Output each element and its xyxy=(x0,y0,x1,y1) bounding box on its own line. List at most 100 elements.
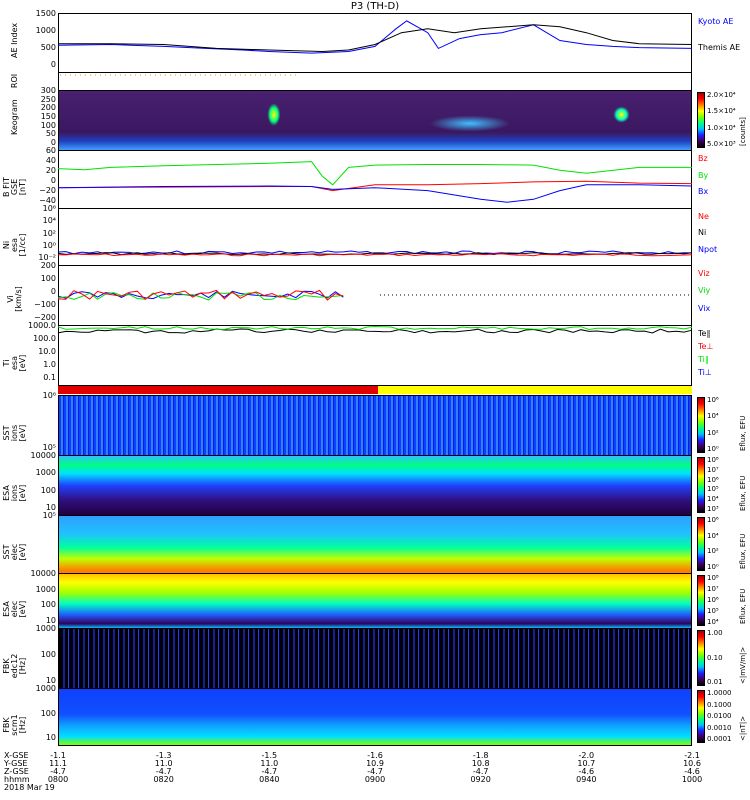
y-tick-label: 10000 xyxy=(30,569,56,578)
x-tick-1000: -2.1 10.6 -4.6 1000 xyxy=(677,752,707,784)
legend-bx: Bx xyxy=(698,187,709,197)
y-tick-label: 10 xyxy=(45,615,56,625)
x-tick-x: -1.5 xyxy=(261,751,278,760)
x-tick-y: 10.7 xyxy=(577,759,596,768)
legend-kyoto-ae: Kyoto AE xyxy=(698,17,734,26)
colorbar-tick-label: 10⁴ xyxy=(707,531,719,540)
sst_i-colorbar-ticks: 10⁶ 10⁴ 10² 10⁰ xyxy=(707,397,719,453)
legend-npot: Npot xyxy=(698,244,718,254)
y-tick-label: 0 xyxy=(50,137,56,147)
y-tick-label: 0 xyxy=(50,176,56,185)
colorbar-tick-label: 5.0×10³ xyxy=(707,139,736,148)
date-label: 2018 Mar 19 xyxy=(4,783,55,792)
plot-title: P3 (TH-D) xyxy=(350,1,400,12)
colorbar-tick-label: 10⁸ xyxy=(707,456,719,464)
colorbar-tick-label: 10³ xyxy=(707,504,719,513)
z-gse-label: Z-GSE xyxy=(4,767,29,776)
y-tick-label: 10⁶ xyxy=(42,204,56,213)
x-tick-y: 10.8 xyxy=(471,759,490,768)
y-tick-label: 100 xyxy=(40,600,56,610)
legend-by: By xyxy=(698,170,709,180)
legend-themis-ae: Themis AE xyxy=(698,42,741,52)
fbk2-colorbar xyxy=(697,690,705,743)
colorbar-tick-label: 10⁷ xyxy=(707,465,719,474)
y-tick-label: 1000 xyxy=(35,624,56,633)
sst_e-colorbar xyxy=(697,517,705,571)
x-tick-y: 10.6 xyxy=(683,759,701,768)
y-tick-label: 20 xyxy=(45,166,56,175)
y-tick-label: 100.0 xyxy=(33,334,56,343)
ae-series-kyoto-ae xyxy=(57,20,693,54)
sst_e-colorbar-ticks: 10⁶ 10⁴ 10² 10⁰ xyxy=(707,517,719,571)
x-tick-x: -2.0 xyxy=(578,751,595,760)
x-tick-0820: -1.3 11.0 -4.7 0820 xyxy=(149,752,179,784)
y-tick-label: 100 xyxy=(40,650,56,659)
esa_i-panel xyxy=(58,455,692,516)
y-tick-label: 10⁰ xyxy=(42,240,56,250)
v-trace xyxy=(57,289,344,301)
sst_e-panel xyxy=(58,515,692,574)
colorbar-tick-label: 10² xyxy=(707,428,719,437)
colorbar-tick-label: 0.10 xyxy=(707,653,723,662)
x-tick-t: 0920 xyxy=(470,775,491,784)
colorbar-tick-label: 10⁵ xyxy=(707,607,719,615)
x-tick-x: -1.6 xyxy=(367,751,383,760)
x-tick-y: 10.9 xyxy=(366,759,384,768)
y-tick-label: 50 xyxy=(45,129,56,139)
y-tick-label: 10⁴ xyxy=(42,216,56,226)
x-tick-z: -4.7 xyxy=(472,767,489,776)
legend-ne: Ne xyxy=(698,212,709,221)
fbk2-colorbar-ticks: 1.0000 0.1000 0.0100 0.0010 0.0001 xyxy=(707,690,732,743)
colorbar-tick-label: 1.0000 xyxy=(707,689,732,697)
n-trace xyxy=(57,250,693,255)
x-tick-0940: -2.0 10.7 -4.6 0940 xyxy=(571,752,601,784)
colorbar-tick-label: 1.5×10⁴ xyxy=(707,107,736,116)
y-tick-label: 10 xyxy=(45,733,56,742)
y-tick-label: 10² xyxy=(42,228,56,238)
x-tick-z: -4.7 xyxy=(261,767,278,776)
legend-ni: Ni xyxy=(698,228,707,238)
keo-panel xyxy=(58,90,692,151)
y-tick-label: 10⁵ xyxy=(42,443,56,452)
t-trace xyxy=(57,328,693,334)
colorbar-tick-label: 10⁰ xyxy=(707,562,719,571)
n-yticks: 10⁶ 10⁴ 10² 10⁰ 10⁻² xyxy=(26,205,56,262)
colorbar-tick-label: 2.0×10⁴ xyxy=(707,91,736,99)
v-yticks: 200 100 0 −100 −200 xyxy=(26,262,56,322)
x-tick-t: 0940 xyxy=(576,775,597,784)
y-tick-label: −20 xyxy=(39,186,56,195)
y-tick-label: 100 xyxy=(40,274,56,283)
y-tick-label: 60 xyxy=(45,146,56,155)
mode-bar xyxy=(58,386,692,394)
legend-ti-: Ti∥ xyxy=(698,355,709,364)
y-gse-label: Y-GSE xyxy=(4,759,28,768)
keo-yticks: 300 250 200 150 100 50 0 xyxy=(26,87,56,147)
colorbar-tick-label: 10⁶ xyxy=(707,516,719,524)
colorbar-tick-label: 1.00 xyxy=(707,629,723,637)
x-tick-z: -4.7 xyxy=(50,767,66,776)
y-tick-label: 100 xyxy=(40,485,56,495)
ae-yticks: 1500 1000 500 0 xyxy=(26,10,56,69)
colorbar-tick-label: 0.01 xyxy=(707,678,723,686)
y-tick-label: 200 xyxy=(40,103,56,113)
n-trace xyxy=(57,253,693,257)
colorbar-tick-label: 1.0×10⁴ xyxy=(707,123,736,132)
colorbar-tick-label: 0.1000 xyxy=(707,700,732,709)
fbk2-panel xyxy=(58,688,692,746)
legend-te-: Te⊥ xyxy=(698,342,714,351)
x-tick-y: 11.0 xyxy=(154,759,173,768)
x-tick-y: 11.0 xyxy=(260,759,279,768)
t-trace xyxy=(57,325,693,331)
fbk2-yticks: 1000 100 10 xyxy=(26,685,56,742)
sst_e-yticks: 10⁵ xyxy=(26,512,56,570)
y-tick-label: −100 xyxy=(34,300,56,309)
y-tick-label: 300 xyxy=(40,86,56,95)
colorbar-tick-label: 0.0001 xyxy=(707,735,732,743)
y-tick-label: 10.0 xyxy=(38,347,56,356)
x-tick-x: -1.3 xyxy=(155,751,172,760)
x-tick-0840: -1.5 11.0 -4.7 0840 xyxy=(254,752,284,784)
colorbar-tick-label: 10⁴ xyxy=(707,412,719,421)
y-tick-label: 100 xyxy=(40,120,56,130)
esa_e-colorbar xyxy=(697,575,705,626)
